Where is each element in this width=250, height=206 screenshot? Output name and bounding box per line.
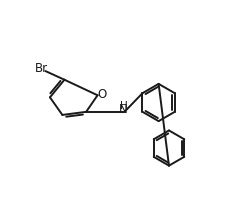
Text: Br: Br: [35, 62, 48, 74]
Text: O: O: [97, 87, 106, 100]
Text: H: H: [119, 100, 127, 110]
Text: N: N: [119, 103, 128, 116]
